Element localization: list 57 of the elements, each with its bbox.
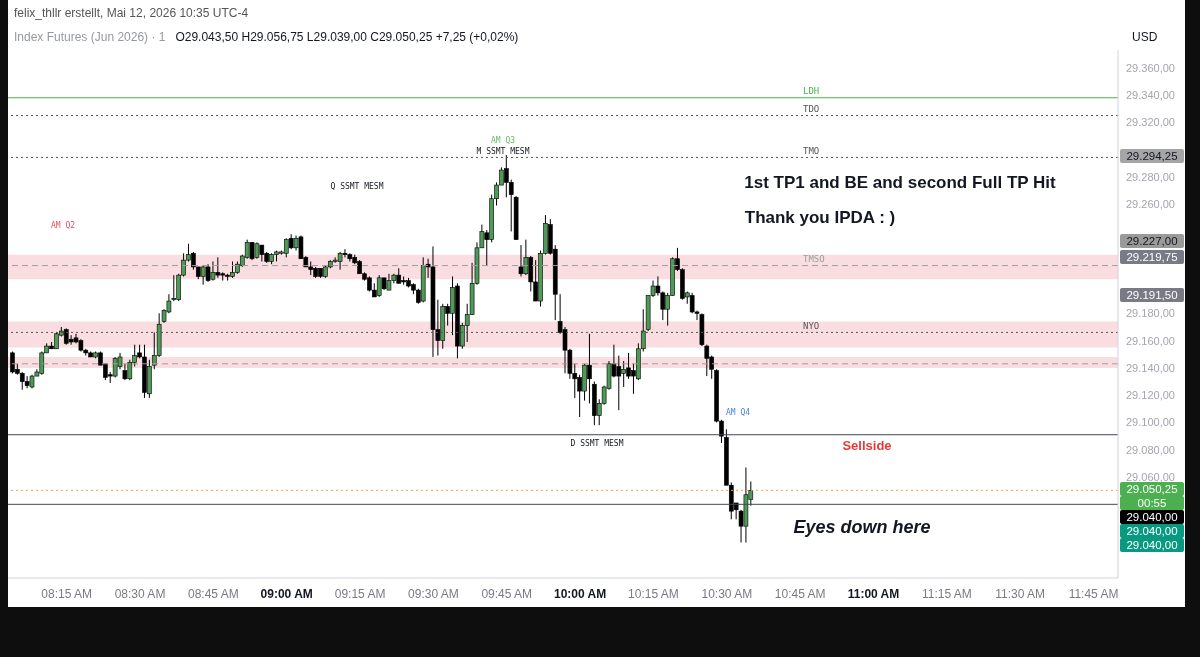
x-tick-label: 11:45 AM — [1068, 587, 1119, 601]
text: 29.040,00 — [1120, 538, 1184, 552]
x-tick-label: 09:00 AM — [260, 587, 313, 601]
annotation: Thank you IPDA : ) — [744, 208, 896, 228]
x-tick-label: 11:15 AM — [921, 587, 972, 601]
y-tick-label: 29.260,00 — [1126, 198, 1175, 211]
annotation: 1st TP1 and BE and second Full TP Hit — [744, 173, 1056, 193]
y-tick-label: 29.340,00 — [1126, 88, 1175, 101]
ref-line-label: LDH — [803, 85, 820, 96]
candlestick — [518, 244, 524, 277]
y-tick-label: 29.160,00 — [1126, 334, 1175, 347]
text: 00:55 — [1120, 496, 1184, 510]
y-tick-label: 29.080,00 — [1126, 443, 1175, 456]
y-tick-label: 29.320,00 — [1126, 116, 1175, 129]
y-tick-label: 29.280,00 — [1126, 170, 1175, 183]
annotation: Eyes down here — [793, 516, 931, 538]
ref-line-label: TMO — [803, 145, 820, 156]
text: 29.040,00 — [1120, 524, 1184, 538]
text: 29.294,25 — [1120, 149, 1184, 163]
x-tick-label: 10:00 AM — [553, 587, 607, 601]
annotation: AM Q3 — [490, 135, 516, 145]
x-tick-label: 09:45 AM — [481, 587, 533, 601]
x-tick-label: 10:30 AM — [701, 587, 753, 601]
ref-line-label: TDO — [803, 103, 820, 114]
x-tick-label: 11:30 AM — [995, 587, 1046, 601]
candlestick — [283, 237, 289, 258]
x-tick-label: 08:15 AM — [41, 587, 93, 601]
text: 29.191,50 — [1120, 288, 1184, 302]
chart-title: Index Futures (Jun 2026) · 1 — [14, 30, 166, 44]
annotation: D SSMT MESM — [570, 438, 624, 448]
y-tick-label: 29.060,00 — [1126, 470, 1175, 483]
x-tick-label: 09:30 AM — [408, 587, 459, 601]
annotation: Q SSMT MESM — [330, 181, 384, 191]
y-axis-title: USD — [1132, 30, 1158, 44]
annotation: AM Q4 — [725, 407, 751, 417]
annotation: AM Q2 — [50, 220, 76, 230]
y-tick-label: 29.100,00 — [1126, 416, 1175, 429]
text: felix_thllr erstellt, Mai 12, 2026 10:35 UTC-4 — [14, 6, 249, 20]
y-tick-label: 29.360,00 — [1126, 61, 1175, 74]
text: 29.219,75 — [1120, 250, 1184, 264]
text: 29.227,00 — [1120, 234, 1184, 248]
x-tick-label: 11:00 AM — [847, 587, 900, 601]
chart-subtitle: O29.043,50 H29.056,75 L29.039,00 C29.050,25 +7,25 (+0,02%) — [175, 30, 519, 44]
y-tick-label: 29.120,00 — [1126, 389, 1175, 402]
annotation: M SSMT MESM — [476, 146, 530, 156]
annotation: Sellside — [842, 437, 892, 453]
x-tick-label: 10:15 AM — [628, 587, 679, 601]
y-tick-label: 29.140,00 — [1126, 361, 1175, 374]
x-tick-label: 09:15 AM — [334, 587, 386, 601]
y-tick-label: 29.180,00 — [1126, 307, 1175, 320]
text: 29.040,00 — [1120, 510, 1184, 524]
x-tick-label: 08:45 AM — [188, 587, 239, 601]
text: 29.050,25 — [1120, 482, 1184, 496]
ref-line-label: NYO — [803, 320, 820, 331]
ref-line-label: TMSO — [803, 253, 825, 264]
x-tick-label: 10:45 AM — [774, 587, 826, 601]
x-tick-label: 08:30 AM — [114, 587, 166, 601]
